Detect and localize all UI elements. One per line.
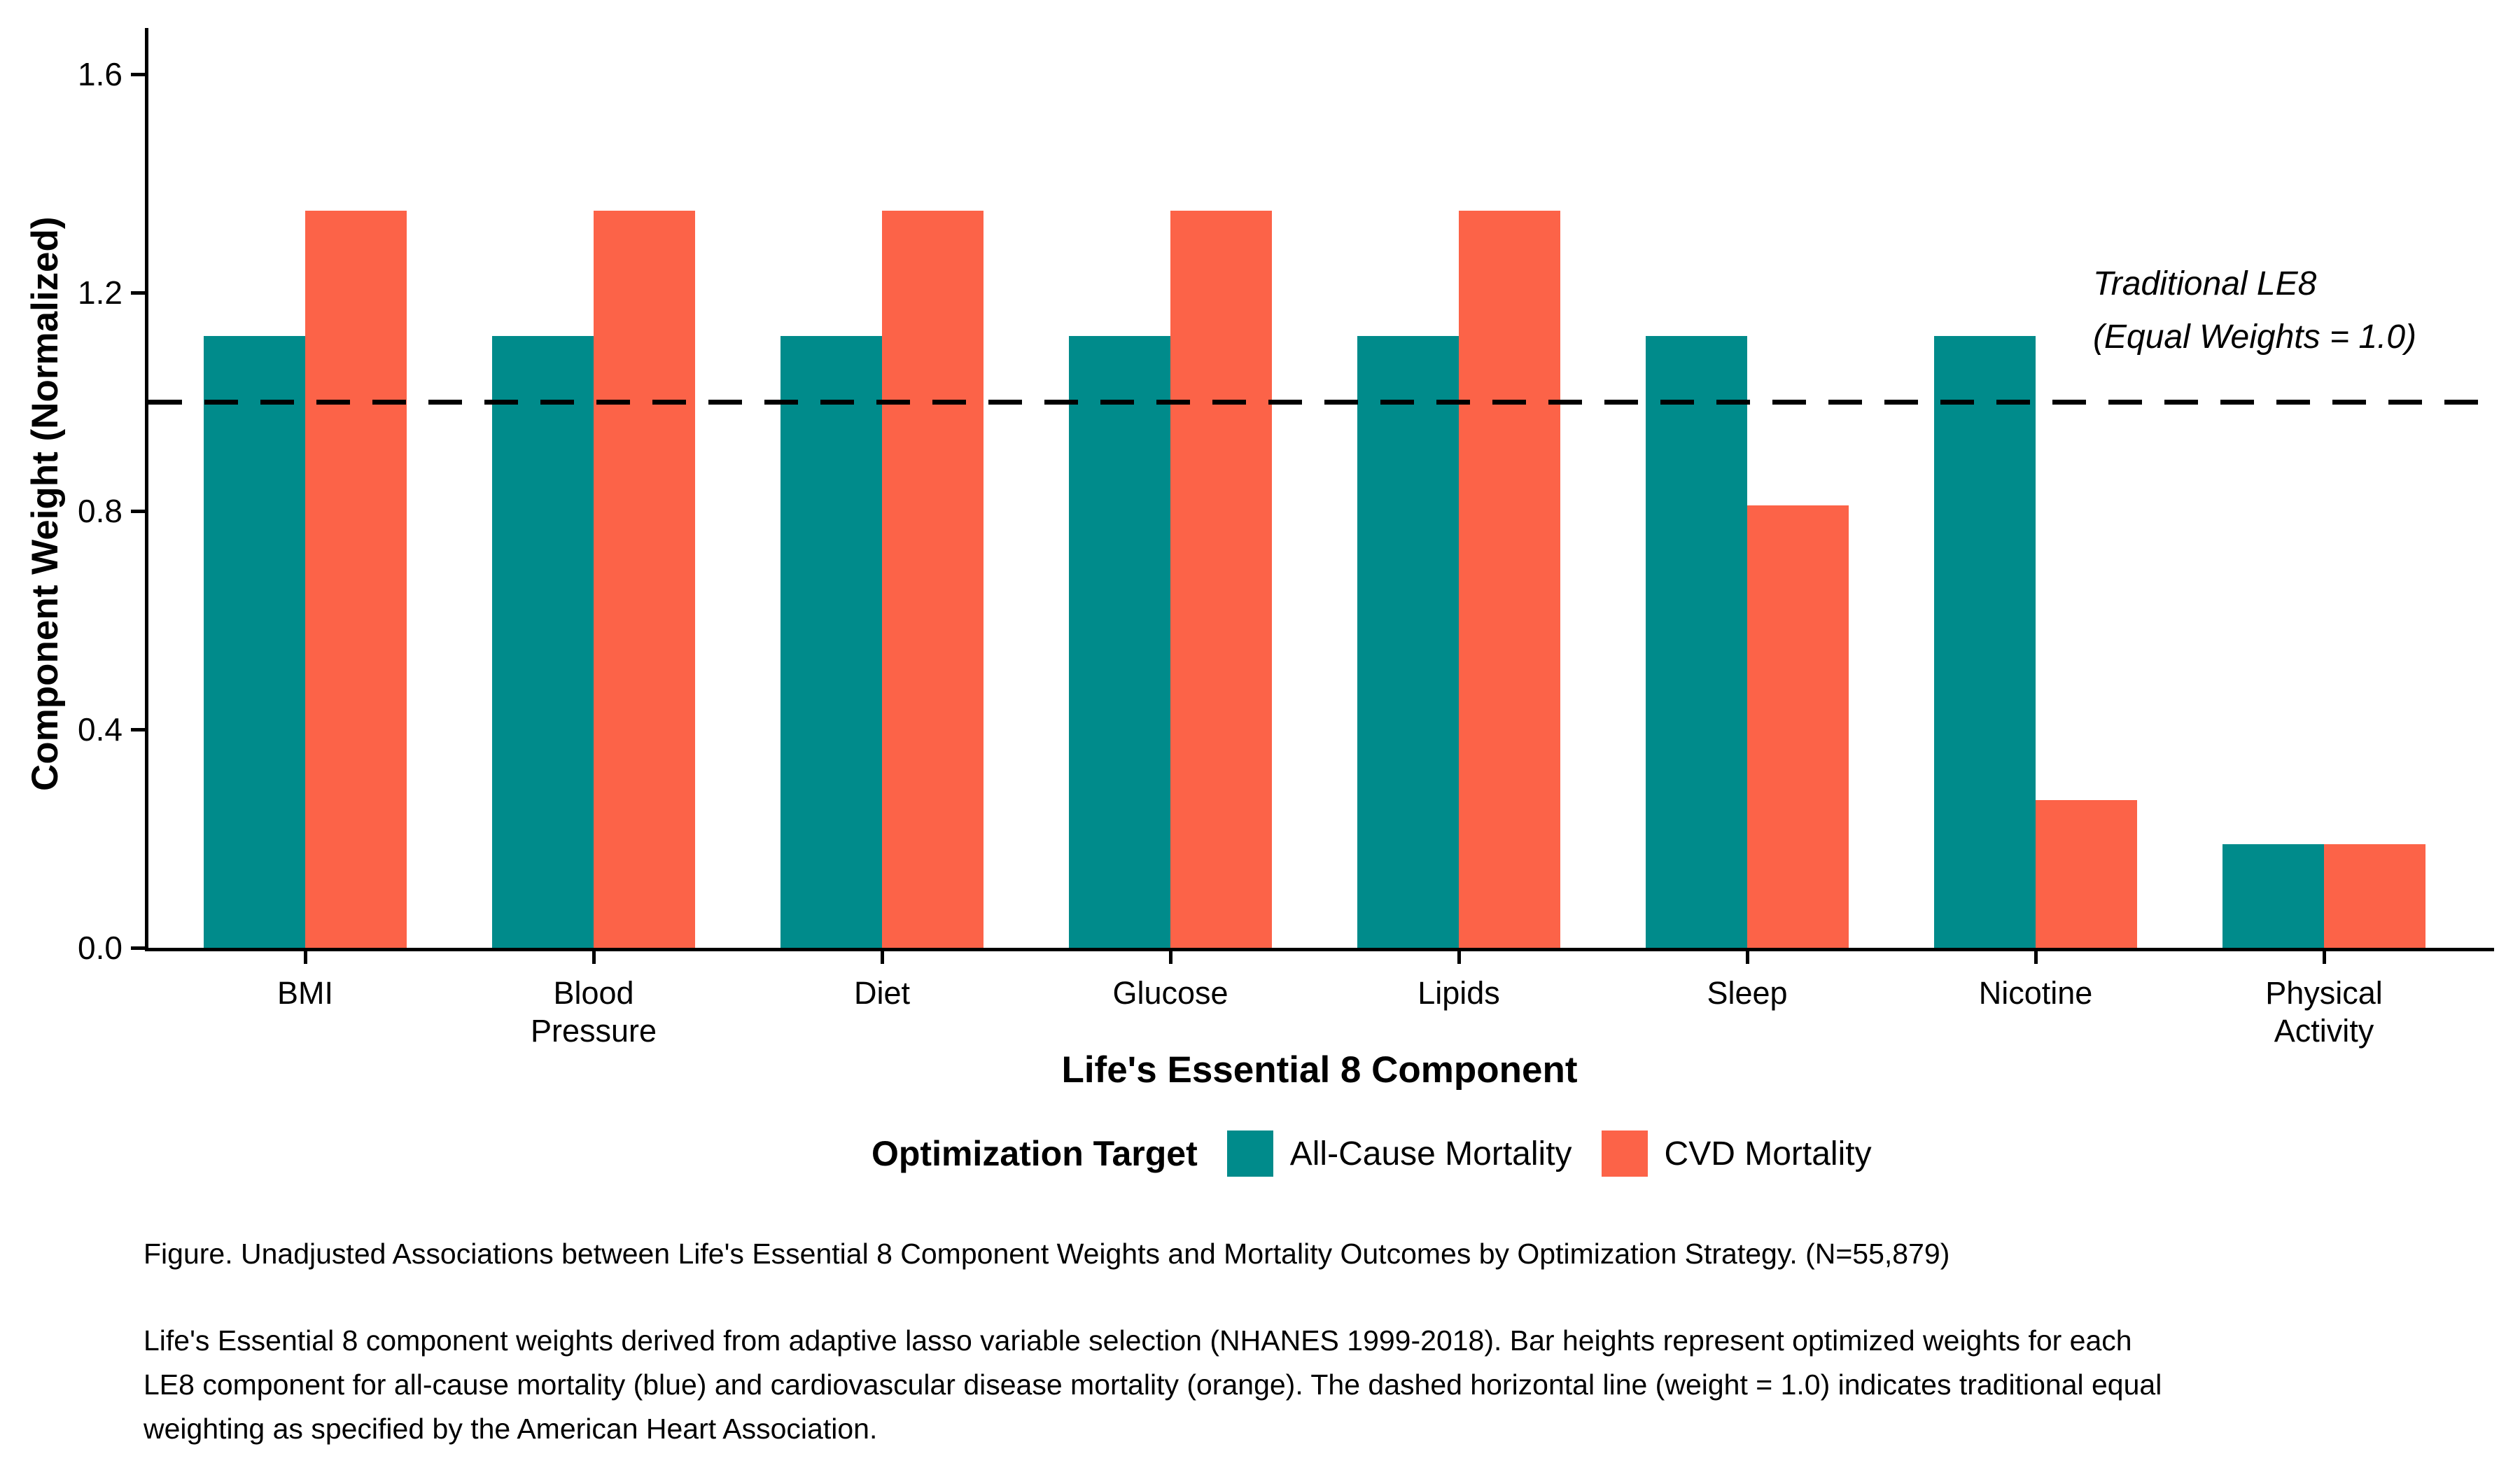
- legend-swatch-all-cause: [1226, 1130, 1273, 1177]
- bar-lipids-cvd: [1459, 211, 1560, 948]
- bar-physical-activity-all-cause: [2222, 844, 2324, 948]
- legend-entry: CVD Mortality: [1601, 1130, 1872, 1177]
- bar-bmi-all-cause: [204, 336, 305, 948]
- y-axis-tick-label: 1.2: [78, 274, 122, 311]
- bar-physical-activity-cvd: [2324, 844, 2426, 948]
- bar-blood-pressure-cvd: [594, 211, 695, 948]
- x-axis-tick-mark: [592, 951, 596, 964]
- x-axis-tick-label: Glucose: [1112, 975, 1228, 1011]
- bar-diet-cvd: [882, 211, 983, 948]
- bar-diet-all-cause: [780, 336, 882, 948]
- bar-lipids-all-cause: [1357, 336, 1459, 948]
- x-axis-tick-mark: [1745, 951, 1749, 964]
- reference-dashed-line: [148, 400, 2492, 405]
- bar-nicotine-all-cause: [1934, 336, 2036, 948]
- figure-caption-body: Life's Essential 8 component weights der…: [144, 1324, 2162, 1445]
- x-axis-line: [145, 948, 2494, 951]
- annotation-line-1: Traditional LE8: [2093, 265, 2317, 302]
- legend: Optimization Target All-Cause Mortality C…: [872, 1126, 1872, 1182]
- bar-sleep-cvd: [1747, 505, 1849, 948]
- y-axis-tick-mark: [131, 946, 145, 950]
- y-axis-tick-label: 0.0: [78, 930, 122, 966]
- legend-title: Optimization Target: [872, 1134, 1198, 1173]
- x-axis-tick-mark: [2322, 951, 2326, 964]
- x-axis-tick-label: BMI: [276, 975, 333, 1011]
- x-axis-tick-mark: [1168, 951, 1172, 964]
- x-axis-tick-label: Physical Activity: [2265, 975, 2383, 1049]
- x-axis-title: Life's Essential 8 Component: [1061, 1049, 1578, 1091]
- bar-sleep-all-cause: [1646, 336, 1747, 948]
- reference-line-annotation: Traditional LE8 (Equal Weights = 1.0): [2093, 258, 2416, 364]
- bar-glucose-cvd: [1170, 211, 1272, 948]
- x-axis-tick-label: Sleep: [1707, 975, 1788, 1011]
- y-axis-tick-mark: [131, 509, 145, 513]
- x-axis-tick-mark: [303, 951, 307, 964]
- legend-swatch-cvd: [1601, 1130, 1648, 1177]
- legend-entry: All-Cause Mortality: [1226, 1130, 1572, 1177]
- y-axis-tick-label: 0.8: [78, 493, 122, 529]
- bar-blood-pressure-all-cause: [492, 336, 594, 948]
- x-axis-tick-label: Lipids: [1418, 975, 1500, 1011]
- y-axis-tick-mark: [131, 72, 145, 76]
- x-axis-tick-mark: [1457, 951, 1461, 964]
- bar-glucose-all-cause: [1069, 336, 1170, 948]
- x-axis-tick-label: Diet: [853, 975, 911, 1011]
- x-axis-tick-mark: [880, 951, 884, 964]
- figure-caption-title: Figure. Unadjusted Associations between …: [144, 1238, 1950, 1270]
- annotation-line-2: (Equal Weights = 1.0): [2093, 318, 2417, 356]
- y-axis-tick-mark: [131, 290, 145, 295]
- bar-bmi-cvd: [305, 211, 407, 948]
- y-axis-tick-label: 0.4: [78, 711, 122, 748]
- legend-entry-label: All-Cause Mortality: [1289, 1135, 1572, 1172]
- x-axis-tick-mark: [2033, 951, 2038, 964]
- y-axis-tick-mark: [131, 727, 145, 732]
- y-axis-line: [145, 28, 148, 951]
- legend-entry-label: CVD Mortality: [1664, 1135, 1872, 1172]
- y-axis-tick-label: 1.6: [78, 56, 122, 92]
- x-axis-tick-label: Nicotine: [1978, 975, 2093, 1011]
- bar-nicotine-cvd: [2036, 800, 2137, 948]
- x-axis-tick-label: Blood Pressure: [530, 975, 657, 1049]
